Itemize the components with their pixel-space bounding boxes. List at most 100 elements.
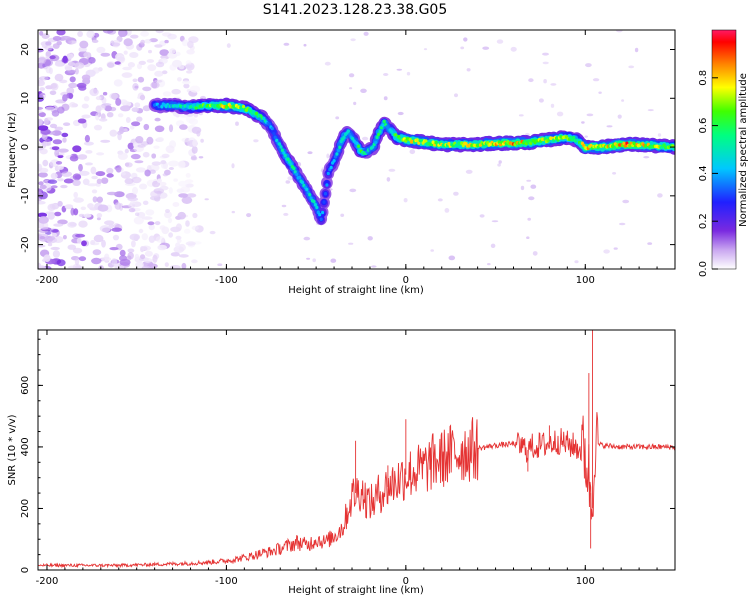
noise-blob: [52, 43, 60, 49]
noise-blob: [100, 52, 111, 57]
ridge-cell: [355, 141, 359, 146]
noise-blob: [204, 198, 209, 201]
spectrogram-y-ticks: -20 -10 0 10 20: [20, 43, 675, 253]
noise-blob: [326, 153, 330, 159]
colorbar-tick-label: 0.2: [698, 213, 709, 229]
ridge-cell: [313, 202, 317, 207]
noise-blob: [56, 30, 66, 36]
noise-blob: [556, 111, 564, 117]
noise-blob: [150, 81, 160, 89]
noise-blob: [306, 257, 311, 260]
noise-blob: [152, 254, 158, 263]
noise-blob: [189, 118, 198, 125]
noise-blob: [38, 216, 49, 224]
ridge-cell: [289, 162, 293, 166]
noise-blob: [126, 255, 132, 261]
noise-blob: [142, 105, 151, 112]
noise-blob: [191, 259, 198, 264]
noise-blob: [66, 92, 74, 99]
ridge-cell: [275, 138, 279, 143]
ridge-cell: [662, 143, 666, 147]
noise-blob: [68, 82, 78, 89]
noise-blob: [123, 128, 128, 132]
noise-blob: [38, 118, 43, 126]
colorbar-ticks: 0.0 0.2 0.4 0.6 0.8: [698, 70, 718, 277]
noise-blob: [90, 242, 100, 246]
noise-blob: [151, 161, 162, 166]
noise-blob: [78, 213, 85, 218]
noise-blob: [622, 199, 630, 204]
noise-blob: [67, 265, 79, 269]
noise-blob: [175, 223, 182, 232]
noise-blob: [38, 110, 43, 114]
noise-blob: [160, 160, 167, 165]
noise-blob: [396, 68, 403, 71]
x-tick-label: -100: [215, 576, 238, 587]
noise-blob: [125, 117, 131, 123]
noise-blob: [181, 262, 187, 269]
noise-blob: [50, 246, 60, 251]
noise-blob: [84, 134, 90, 143]
noise-blob: [246, 213, 252, 218]
noise-blob: [169, 48, 176, 54]
noise-blob: [185, 241, 196, 246]
noise-blob: [190, 156, 198, 161]
noise-blob: [61, 57, 69, 64]
noise-blob: [185, 173, 191, 178]
noise-blob: [137, 76, 145, 83]
ridge-cell: [272, 132, 276, 136]
frequency-ridge: [148, 97, 675, 226]
noise-blob: [119, 265, 125, 269]
noise-blob: [129, 233, 141, 241]
noise-blob: [518, 114, 524, 117]
noise-blob: [127, 62, 135, 68]
noise-blob: [57, 106, 65, 114]
noise-blob: [64, 66, 73, 71]
noise-blob: [466, 68, 471, 72]
noise-blob: [157, 244, 167, 251]
noise-blob: [44, 235, 56, 241]
noise-blob: [72, 179, 81, 186]
noise-blob: [79, 40, 89, 49]
noise-blob: [388, 168, 396, 172]
noise-blob: [38, 265, 46, 269]
noise-blob: [54, 61, 65, 67]
noise-blob: [168, 160, 180, 167]
ridge-cell: [321, 210, 325, 215]
noise-blob: [454, 93, 458, 98]
noise-blob: [38, 106, 44, 110]
noise-blob: [348, 73, 355, 78]
noise-blob: [406, 71, 411, 76]
noise-blob: [67, 62, 76, 67]
noise-blob: [165, 209, 170, 213]
noise-blob: [183, 83, 190, 89]
noise-blob: [498, 160, 502, 164]
noise-blob: [47, 179, 58, 184]
noise-blob: [168, 124, 174, 133]
noise-blob: [106, 167, 114, 174]
noise-blob: [119, 249, 126, 257]
noise-blob: [164, 39, 169, 44]
noise-blob: [95, 96, 102, 101]
noise-blob: [78, 220, 88, 228]
noise-blob: [97, 204, 109, 212]
noise-blob: [307, 151, 313, 155]
noise-blob: [95, 112, 100, 121]
noise-blob: [117, 56, 125, 62]
noise-blob: [54, 73, 64, 82]
ridge-cell: [298, 175, 302, 180]
noise-blob: [119, 126, 125, 134]
noise-blob: [138, 228, 144, 234]
noise-blob: [79, 170, 90, 176]
noise-blob: [423, 48, 428, 51]
noise-blob: [72, 145, 82, 153]
ridge-cell: [389, 129, 394, 134]
colorbar-tick-label: 0.6: [698, 118, 709, 134]
noise-blob: [186, 70, 193, 74]
noise-blob: [83, 96, 90, 102]
ridge-cell: [335, 152, 339, 156]
ridge-cell: [283, 153, 287, 158]
noise-blob: [612, 172, 617, 175]
noise-blob: [430, 249, 435, 252]
noise-blob: [123, 50, 128, 55]
